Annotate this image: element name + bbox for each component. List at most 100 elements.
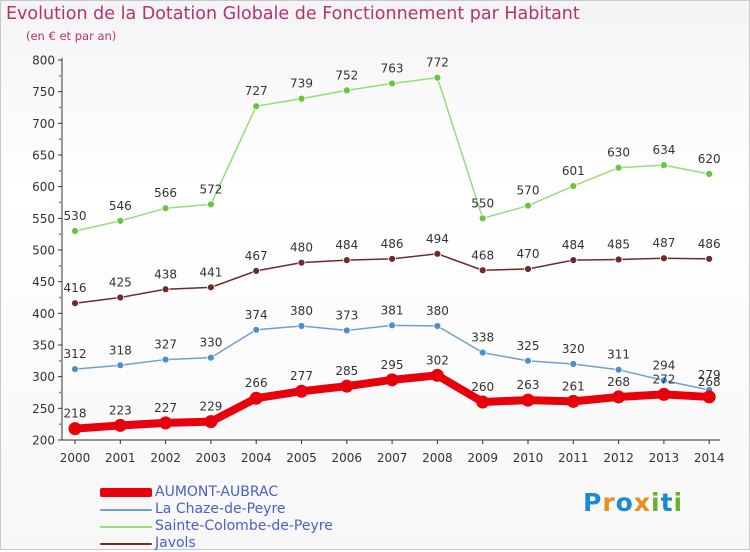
data-point: [204, 415, 218, 429]
data-point: [116, 216, 125, 225]
y-minor-dot: [59, 391, 61, 394]
data-point: [614, 365, 623, 374]
data-point: [342, 256, 351, 265]
data-label: 263: [517, 378, 540, 392]
data-label: 318: [109, 343, 132, 357]
data-point: [249, 391, 263, 405]
data-point: [116, 361, 125, 370]
data-label: 272: [652, 372, 675, 386]
data-point: [161, 355, 170, 364]
data-point: [385, 373, 399, 387]
data-point: [660, 161, 668, 170]
data-label: 601: [562, 164, 585, 178]
data-label: 277: [290, 369, 313, 383]
data-label: 261: [562, 379, 585, 393]
data-point: [71, 365, 79, 373]
data-point: [521, 393, 535, 407]
data-label: 486: [698, 237, 721, 251]
data-point: [116, 293, 125, 302]
y-minor-dot: [59, 201, 61, 204]
data-label: 380: [290, 304, 313, 318]
x-tick-label: 2004: [241, 451, 272, 465]
data-point: [702, 390, 716, 404]
data-label: 374: [245, 308, 268, 322]
data-point: [68, 422, 82, 436]
chart-subtitle: (en € et par an): [26, 29, 117, 43]
data-label: 752: [335, 68, 358, 82]
data-point: [297, 322, 306, 330]
legend-swatch: [100, 509, 152, 511]
data-point: [524, 356, 532, 365]
data-label: 229: [199, 400, 222, 414]
data-point: [161, 204, 170, 213]
y-tick-label: 750: [32, 85, 55, 99]
data-label: 223: [109, 403, 132, 417]
x-tick-label: 2009: [467, 451, 498, 465]
data-label: 227: [154, 401, 177, 415]
data-label: 570: [517, 184, 540, 198]
data-point: [478, 214, 487, 223]
y-minor-dot: [59, 74, 61, 77]
data-label: 268: [607, 375, 630, 389]
data-label: 486: [381, 237, 404, 251]
y-tick-label: 500: [32, 244, 55, 258]
data-label: 467: [245, 249, 268, 263]
data-label: 312: [64, 347, 87, 361]
data-label: 772: [426, 56, 449, 70]
y-tick-label: 650: [32, 149, 55, 163]
y-tick-label: 300: [32, 370, 55, 384]
y-tick-label: 800: [32, 54, 55, 68]
x-tick-label: 2008: [422, 451, 453, 465]
data-point: [206, 283, 215, 292]
legend-swatch: [100, 488, 152, 497]
data-label: 494: [426, 232, 449, 246]
x-tick-label: 2010: [513, 451, 544, 465]
data-label: 620: [698, 152, 721, 166]
y-minor-dot: [59, 296, 61, 299]
y-minor-dot: [59, 328, 61, 331]
data-point: [297, 258, 306, 267]
data-label: 373: [335, 308, 358, 322]
data-point: [297, 94, 306, 103]
data-label: 320: [562, 342, 585, 356]
data-point: [295, 384, 308, 398]
y-minor-dot: [59, 169, 61, 172]
proxiti-logo: Proxiti: [583, 488, 683, 517]
data-point: [206, 200, 215, 209]
y-minor-dot: [59, 423, 61, 426]
data-point: [612, 390, 626, 404]
data-label: 381: [381, 303, 404, 317]
legend-swatch: [100, 543, 152, 545]
x-tick-label: 2005: [286, 451, 317, 465]
legend-label: La Chaze-de-Peyre: [155, 501, 286, 517]
data-point: [660, 376, 668, 385]
data-point: [657, 387, 671, 401]
y-tick-label: 450: [32, 275, 55, 289]
data-point: [430, 368, 444, 382]
data-label: 485: [607, 238, 630, 252]
y-tick-label: 350: [32, 339, 55, 353]
data-label: 279: [698, 368, 721, 382]
y-tick-label: 200: [32, 434, 55, 448]
y-tick-label: 400: [32, 307, 55, 321]
data-point: [342, 326, 351, 335]
logo-letter: o: [615, 488, 634, 517]
data-point: [569, 256, 578, 265]
data-label: 425: [109, 276, 132, 290]
data-label: 739: [290, 77, 313, 91]
data-label: 566: [154, 186, 177, 200]
x-tick-label: 2002: [150, 451, 181, 465]
data-label: 763: [381, 61, 404, 75]
data-label: 468: [471, 248, 494, 262]
data-label: 330: [199, 336, 222, 350]
data-point: [433, 249, 442, 258]
data-label: 727: [245, 84, 268, 98]
y-tick-label: 700: [32, 117, 55, 131]
data-point: [252, 266, 261, 275]
legend-label: Javols: [155, 535, 196, 551]
data-point: [660, 254, 668, 263]
data-point: [388, 79, 397, 88]
data-label: 470: [517, 247, 540, 261]
